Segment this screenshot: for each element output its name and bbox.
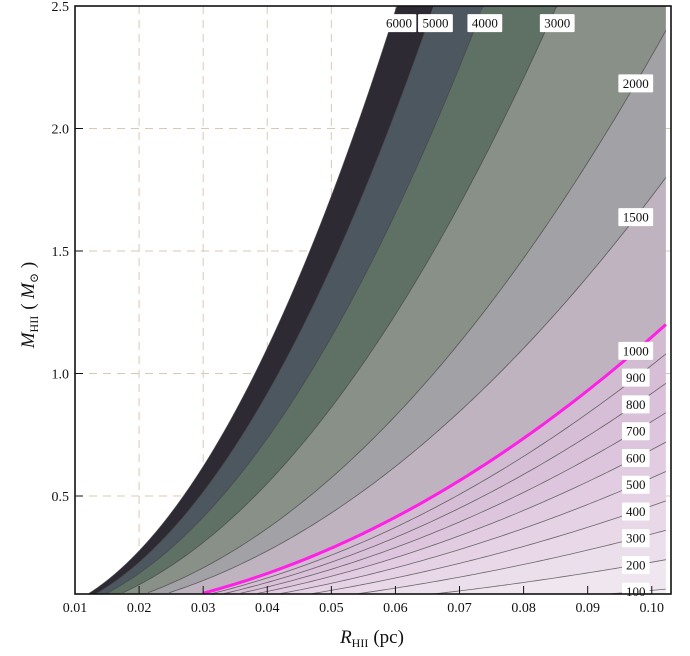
contour-label: 400 bbox=[621, 502, 650, 521]
svg-text:900: 900 bbox=[626, 370, 646, 385]
y-tick-label: 2.0 bbox=[52, 123, 70, 138]
x-tick-label: 0.07 bbox=[447, 601, 472, 616]
contour-band bbox=[76, 6, 666, 594]
contour-line-highlight bbox=[202, 323, 667, 595]
y-axis: 0.5 1.0 1.5 2.0 2.5 bbox=[52, 0, 83, 505]
contour-band bbox=[76, 530, 666, 594]
contour-label: 4000 bbox=[467, 14, 503, 33]
contour-line bbox=[257, 441, 667, 594]
contour-label: 600 bbox=[621, 448, 650, 467]
svg-text:100: 100 bbox=[626, 584, 646, 599]
contour-line bbox=[278, 471, 667, 595]
x-tick-label: 0.09 bbox=[575, 601, 600, 616]
svg-text:200: 200 bbox=[626, 557, 646, 572]
x-tick-label: 0.03 bbox=[191, 601, 216, 616]
contour-band bbox=[76, 500, 666, 594]
contour-lines bbox=[88, 6, 667, 595]
contour-line bbox=[147, 30, 667, 594]
svg-text:400: 400 bbox=[626, 504, 646, 519]
svg-text:6000: 6000 bbox=[386, 16, 412, 31]
contour-label: 100 bbox=[621, 582, 650, 601]
contour-line bbox=[240, 412, 667, 594]
plot-frame bbox=[74, 5, 672, 595]
contour-labels: 100 200 300 400 500 600 700 800 900 1000 1500 2000 3… bbox=[381, 14, 654, 601]
contour-line bbox=[88, 7, 397, 594]
contour-label: 5000 bbox=[418, 14, 453, 33]
contour-line bbox=[168, 177, 667, 594]
contour-band bbox=[76, 177, 666, 594]
y-tick-label: 0.5 bbox=[52, 490, 70, 505]
contour-line bbox=[97, 16, 431, 594]
contour-band bbox=[76, 30, 666, 594]
x-tick-label: 0.08 bbox=[511, 601, 536, 616]
contour-bands bbox=[76, 6, 666, 594]
contour-label: 200 bbox=[621, 555, 650, 574]
contour-band bbox=[76, 383, 666, 594]
svg-text:4000: 4000 bbox=[472, 16, 498, 31]
x-tick-label: 0.01 bbox=[63, 601, 88, 616]
x-axis-title: RHII (pc) bbox=[339, 627, 404, 650]
contour-line bbox=[358, 529, 666, 595]
contour-label: 1500 bbox=[618, 208, 654, 227]
contour-line bbox=[105, 13, 481, 595]
svg-text:800: 800 bbox=[626, 397, 646, 412]
x-tick-label: 0.10 bbox=[640, 601, 665, 616]
x-tick-label: 0.04 bbox=[255, 601, 280, 616]
contour-band bbox=[76, 412, 666, 594]
svg-text:300: 300 bbox=[626, 531, 646, 546]
svg-text:1500: 1500 bbox=[623, 210, 649, 225]
contour-label: 6000 bbox=[381, 14, 417, 33]
y-tick-label: 2.5 bbox=[52, 0, 70, 15]
x-tick-label: 0.06 bbox=[383, 601, 408, 616]
y-axis-title: MHII( M⊙ ) bbox=[18, 262, 41, 350]
svg-text:5000: 5000 bbox=[422, 16, 448, 31]
x-tick-label: 0.05 bbox=[319, 601, 344, 616]
svg-text:600: 600 bbox=[626, 450, 646, 465]
contour-label: 1000 bbox=[618, 341, 654, 360]
contour-label: 900 bbox=[621, 368, 650, 387]
contour-label: 300 bbox=[621, 529, 650, 548]
x-axis: 0.01 0.02 0.03 0.04 0.05 0.06 0.07 0.08 0.09 0.10 bbox=[63, 586, 664, 616]
contour-line bbox=[223, 382, 667, 595]
svg-text:3000: 3000 bbox=[544, 16, 570, 31]
svg-text:2000: 2000 bbox=[623, 76, 649, 91]
contour-label: 500 bbox=[621, 475, 650, 494]
contour-band bbox=[76, 6, 666, 594]
contour-line bbox=[210, 353, 667, 595]
svg-text:700: 700 bbox=[626, 424, 646, 439]
x-tick-label: 0.02 bbox=[127, 601, 152, 616]
contour-line bbox=[122, 6, 557, 594]
svg-text:1000: 1000 bbox=[623, 343, 649, 358]
contour-label: 3000 bbox=[539, 14, 575, 33]
contour-band bbox=[76, 353, 666, 594]
contour-band bbox=[76, 559, 666, 594]
contour-band bbox=[76, 6, 666, 594]
contour-label: 2000 bbox=[618, 74, 654, 93]
highlight-contour bbox=[202, 323, 667, 595]
contour-label: 800 bbox=[621, 395, 650, 414]
y-tick-label: 1.5 bbox=[52, 245, 70, 260]
contour-band bbox=[76, 442, 666, 594]
y-tick-label: 1.0 bbox=[52, 368, 70, 383]
svg-text:500: 500 bbox=[626, 477, 646, 492]
contour-band bbox=[76, 471, 666, 594]
contour-label: 700 bbox=[621, 422, 650, 441]
contour-line bbox=[312, 500, 667, 595]
